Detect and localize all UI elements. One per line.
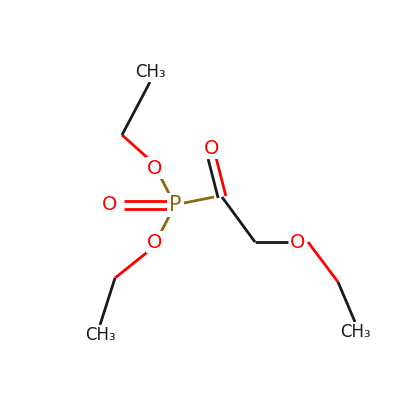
Text: O: O bbox=[290, 232, 306, 252]
Text: CH₃: CH₃ bbox=[85, 326, 115, 344]
Text: CH₃: CH₃ bbox=[340, 323, 370, 341]
Text: O: O bbox=[147, 158, 163, 178]
Text: O: O bbox=[204, 138, 220, 158]
Text: CH₃: CH₃ bbox=[135, 63, 165, 81]
Text: O: O bbox=[102, 196, 118, 214]
Text: O: O bbox=[147, 232, 163, 252]
Text: P: P bbox=[169, 195, 181, 215]
